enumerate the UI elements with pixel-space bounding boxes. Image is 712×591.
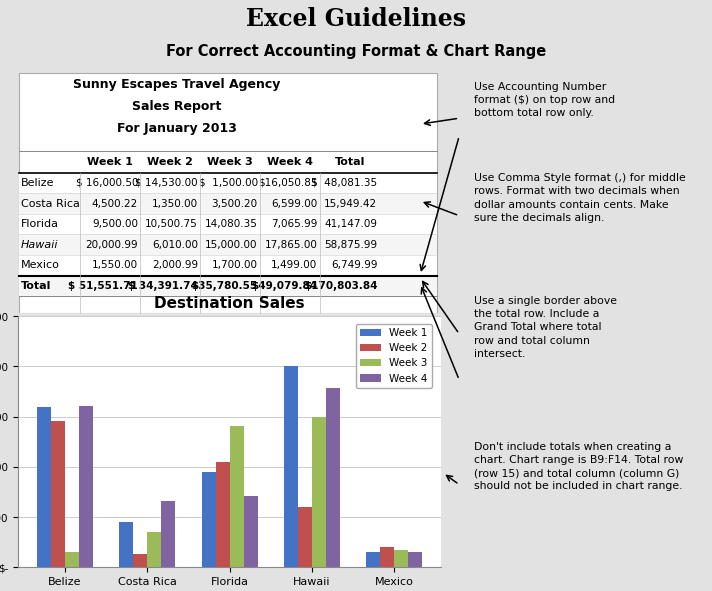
Text: 10,500.75: 10,500.75 (145, 219, 198, 229)
Text: Hawaii: Hawaii (21, 240, 58, 250)
Text: $49,079.84: $49,079.84 (251, 281, 318, 291)
Bar (120, 522, 133, 567)
Text: 15,949.42: 15,949.42 (324, 199, 377, 209)
Text: For January 2013: For January 2013 (117, 122, 236, 135)
FancyBboxPatch shape (19, 235, 437, 255)
Bar (284, 366, 298, 567)
Text: Costa Rica: Costa Rica (21, 199, 80, 209)
Text: $  1,500.00: $ 1,500.00 (199, 178, 258, 188)
Text: 2,000.99: 2,000.99 (152, 261, 198, 270)
Text: 9,500.00: 9,500.00 (92, 219, 138, 229)
Text: Week 2: Week 2 (147, 157, 193, 167)
Text: $ 34,391.74: $ 34,391.74 (128, 281, 198, 291)
Bar (326, 388, 340, 567)
Text: Week 1: Week 1 (88, 157, 133, 167)
Text: Use Comma Style format (,) for middle
rows. Format with two decimals when
dollar: Use Comma Style format (,) for middle ro… (474, 173, 686, 223)
Text: 58,875.99: 58,875.99 (324, 240, 377, 250)
Text: Use a single border above
the total row. Include a
Grand Total where total
row a: Use a single border above the total row.… (474, 296, 617, 359)
Text: 6,599.00: 6,599.00 (271, 199, 318, 209)
Text: $ 51,551.71: $ 51,551.71 (68, 281, 138, 291)
FancyBboxPatch shape (19, 173, 437, 193)
Text: $16,050.85: $16,050.85 (258, 178, 318, 188)
Text: Florida: Florida (21, 219, 58, 229)
Text: 14,080.35: 14,080.35 (205, 219, 258, 229)
FancyBboxPatch shape (19, 73, 437, 313)
Text: Week 4: Week 4 (267, 157, 313, 167)
Text: 1,499.00: 1,499.00 (271, 261, 318, 270)
Text: $ 14,530.00: $ 14,530.00 (135, 178, 198, 188)
Text: 6,749.99: 6,749.99 (331, 261, 377, 270)
Text: $  48,081.35: $ 48,081.35 (311, 178, 377, 188)
Bar (366, 552, 380, 567)
Bar (298, 507, 312, 567)
FancyBboxPatch shape (19, 214, 437, 235)
Text: 4,500.22: 4,500.22 (92, 199, 138, 209)
Text: 7,065.99: 7,065.99 (271, 219, 318, 229)
Title: Destination Sales: Destination Sales (155, 296, 305, 311)
Text: 17,865.00: 17,865.00 (265, 240, 318, 250)
Bar (380, 547, 394, 567)
Text: 1,350.00: 1,350.00 (152, 199, 198, 209)
Bar (229, 426, 244, 567)
Bar (37, 407, 51, 567)
Text: 1,700.00: 1,700.00 (211, 261, 258, 270)
Bar (394, 550, 408, 567)
Text: Belize: Belize (21, 178, 54, 188)
Text: Don't include totals when creating a
chart. Chart range is B9:F14. Total row
(ro: Don't include totals when creating a cha… (474, 441, 684, 491)
Text: Use Accounting Number
format ($) on top row and
bottom total row only.: Use Accounting Number format ($) on top … (474, 82, 615, 118)
Bar (79, 406, 93, 567)
Text: $35,780.55: $35,780.55 (192, 281, 258, 291)
Text: Mexico: Mexico (21, 261, 60, 270)
Text: 3,500.20: 3,500.20 (211, 199, 258, 209)
Bar (244, 496, 258, 567)
Bar (216, 462, 230, 567)
Text: 41,147.09: 41,147.09 (325, 219, 377, 229)
Text: $170,803.84: $170,803.84 (304, 281, 377, 291)
Bar (147, 532, 162, 567)
Bar (133, 554, 147, 567)
FancyBboxPatch shape (19, 275, 437, 296)
Text: 6,010.00: 6,010.00 (152, 240, 198, 250)
Text: Excel Guidelines: Excel Guidelines (246, 7, 466, 31)
Bar (201, 472, 216, 567)
Bar (162, 501, 175, 567)
Text: Week 3: Week 3 (207, 157, 253, 167)
Text: 1,550.00: 1,550.00 (92, 261, 138, 270)
FancyBboxPatch shape (19, 193, 437, 214)
Text: Total: Total (335, 157, 365, 167)
Bar (408, 553, 422, 567)
Text: For Correct Accounting Format & Chart Range: For Correct Accounting Format & Chart Ra… (166, 44, 546, 59)
Text: Sales Report: Sales Report (132, 100, 221, 113)
Text: $ 16,000.50: $ 16,000.50 (75, 178, 138, 188)
Bar (312, 417, 326, 567)
Text: Total: Total (21, 281, 51, 291)
Bar (51, 421, 65, 567)
FancyBboxPatch shape (19, 255, 437, 275)
Legend: Week 1, Week 2, Week 3, Week 4: Week 1, Week 2, Week 3, Week 4 (356, 324, 432, 388)
Text: Sunny Escapes Travel Agency: Sunny Escapes Travel Agency (73, 78, 281, 91)
Text: 20,000.99: 20,000.99 (85, 240, 138, 250)
Bar (65, 552, 79, 567)
Text: 15,000.00: 15,000.00 (205, 240, 258, 250)
